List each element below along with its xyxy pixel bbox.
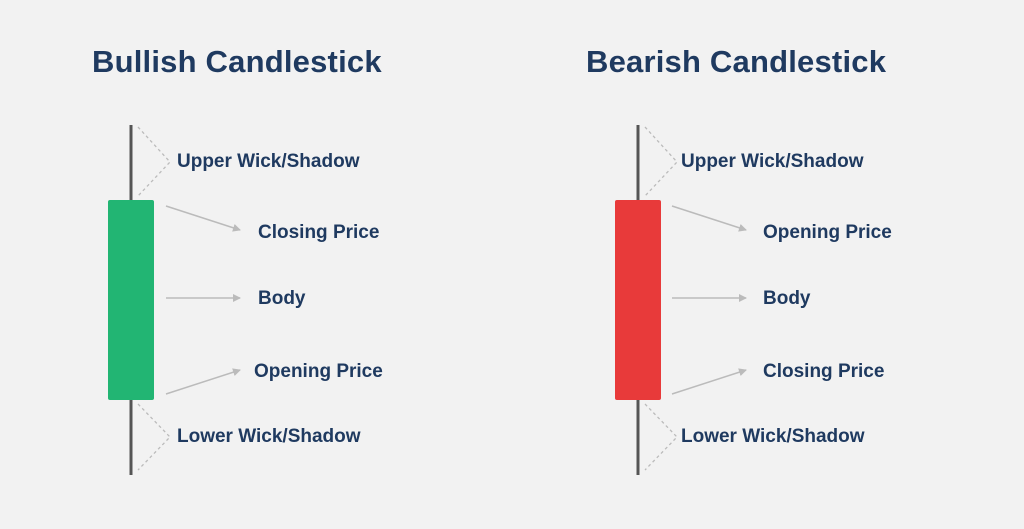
bullish-lower-wick-bracket <box>137 403 171 471</box>
bullish-candlestick-panel: Bullish Candlestick Upper Wick/Shadow Cl… <box>92 44 383 475</box>
bullish-upper-wick-label: Upper Wick/Shadow <box>177 151 360 172</box>
bearish-closing-price-label: Closing Price <box>763 361 885 382</box>
bearish-lower-wick-label: Lower Wick/Shadow <box>681 426 865 447</box>
bearish-body-label: Body <box>763 288 811 309</box>
bullish-body <box>108 200 154 400</box>
bullish-candlestick-diagram <box>108 125 241 475</box>
bearish-title: Bearish Candlestick <box>586 44 887 79</box>
bullish-opening-price-label: Opening Price <box>254 361 383 382</box>
bullish-closing-price-label: Closing Price <box>258 222 380 243</box>
bullish-lower-wick-label: Lower Wick/Shadow <box>177 426 361 447</box>
bearish-opening-price-label: Opening Price <box>763 222 892 243</box>
bearish-candlestick-panel: Bearish Candlestick Upper Wick/Shadow Op… <box>506 0 1018 529</box>
bearish-body <box>615 200 661 400</box>
bullish-body-label: Body <box>258 288 306 309</box>
bearish-upper-wick-label: Upper Wick/Shadow <box>681 151 864 172</box>
bullish-title: Bullish Candlestick <box>92 44 382 79</box>
bearish-lower-wick-bracket <box>644 403 678 471</box>
bearish-top-price-arrow <box>671 205 747 232</box>
bearish-bottom-price-arrow <box>671 368 747 395</box>
bullish-top-price-arrow <box>165 205 241 232</box>
bearish-upper-wick-bracket <box>644 126 678 197</box>
bullish-bottom-price-arrow <box>165 368 241 395</box>
bullish-upper-wick-bracket <box>137 126 171 197</box>
bearish-candlestick-diagram <box>615 125 747 475</box>
